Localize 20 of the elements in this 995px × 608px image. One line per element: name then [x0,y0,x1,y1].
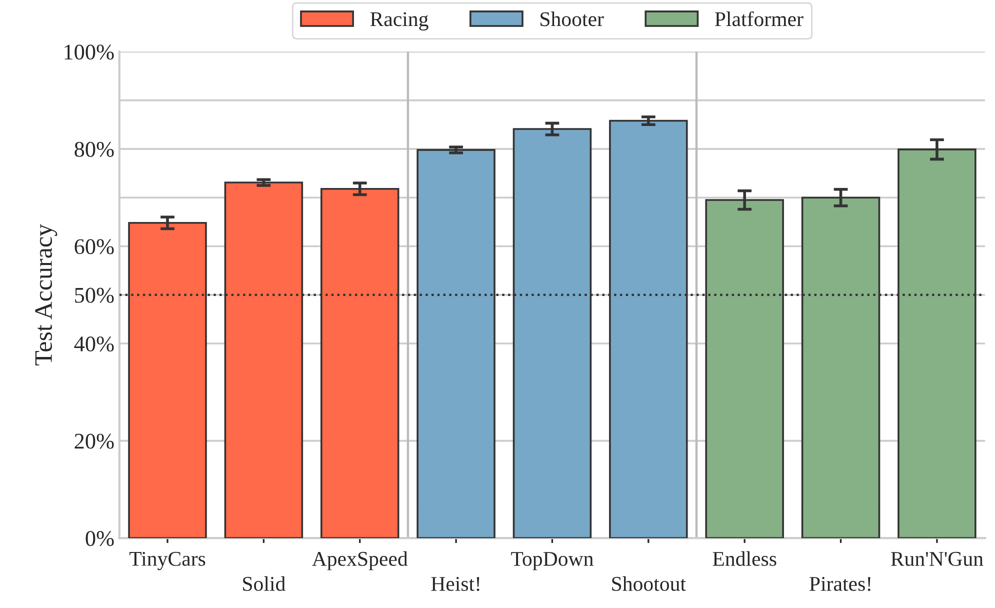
x-tick-label: TinyCars [129,552,206,570]
x-tick-label: Solid [243,576,286,591]
x-tick-label: TopDown [511,552,594,570]
x-tick-label: ApexSpeed [312,551,408,570]
legend-label: Racing [370,12,428,30]
y-tick-label: 40% [74,336,114,352]
y-tick-label: 80% [74,142,114,157]
x-tick-label: Heist! [431,576,480,592]
y-tick-label: 60% [74,239,114,254]
y-tick-label: 100% [64,44,114,60]
legend-label: Platformer [714,11,804,26]
x-tick-label: Run'N'Gun [890,552,984,566]
x-tick-label: Endless [712,551,776,566]
x-tick-label: Pirates! [810,576,870,592]
y-tick-label: 0% [86,531,114,546]
y-tick-label: 50% [75,288,114,303]
x-tick-label: Shootout [612,576,686,591]
y-axis-title: Test Accuracy [35,224,58,366]
y-tick-label: 20% [74,434,114,449]
legend-label: Shooter [540,12,604,26]
